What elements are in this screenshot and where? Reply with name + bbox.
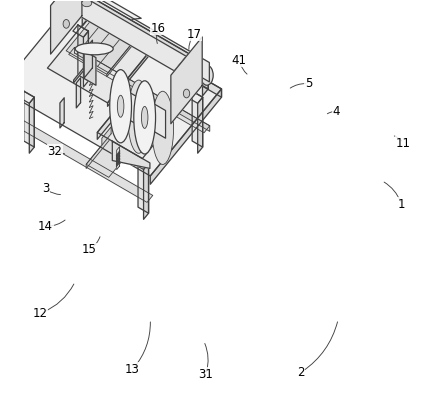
Polygon shape: [117, 146, 120, 170]
Ellipse shape: [75, 43, 113, 55]
Ellipse shape: [134, 81, 155, 154]
Ellipse shape: [117, 95, 124, 117]
Polygon shape: [83, 31, 89, 87]
Ellipse shape: [201, 65, 213, 85]
Polygon shape: [148, 100, 166, 138]
Ellipse shape: [128, 80, 150, 153]
Polygon shape: [74, 0, 210, 82]
Polygon shape: [86, 129, 115, 168]
Text: 32: 32: [47, 145, 62, 158]
Polygon shape: [19, 91, 34, 103]
Polygon shape: [82, 0, 88, 26]
Polygon shape: [12, 117, 153, 202]
Polygon shape: [73, 25, 89, 37]
Polygon shape: [60, 98, 64, 128]
Polygon shape: [47, 16, 150, 103]
Polygon shape: [108, 51, 150, 106]
Polygon shape: [107, 42, 133, 77]
Polygon shape: [93, 19, 133, 44]
Text: 12: 12: [33, 307, 48, 320]
Polygon shape: [202, 64, 208, 96]
Polygon shape: [102, 127, 111, 145]
Polygon shape: [198, 97, 202, 153]
Polygon shape: [192, 91, 202, 147]
Polygon shape: [187, 91, 202, 103]
Ellipse shape: [110, 69, 132, 143]
Polygon shape: [97, 98, 126, 139]
Text: 13: 13: [125, 363, 140, 376]
Polygon shape: [74, 48, 210, 131]
Polygon shape: [74, 63, 88, 83]
Polygon shape: [78, 25, 89, 81]
Polygon shape: [54, 0, 189, 71]
Polygon shape: [196, 57, 208, 89]
Polygon shape: [124, 89, 141, 127]
Ellipse shape: [183, 89, 190, 98]
Text: 1: 1: [398, 198, 405, 211]
Polygon shape: [84, 40, 93, 78]
Polygon shape: [86, 129, 137, 177]
Polygon shape: [113, 141, 150, 168]
Ellipse shape: [63, 19, 70, 28]
Text: 3: 3: [42, 182, 49, 195]
Text: 17: 17: [187, 28, 201, 41]
Text: 14: 14: [38, 220, 53, 233]
Text: 5: 5: [305, 77, 312, 90]
Polygon shape: [84, 51, 96, 85]
Text: 16: 16: [151, 22, 166, 35]
Polygon shape: [70, 0, 88, 2]
Polygon shape: [138, 157, 148, 213]
Polygon shape: [51, 0, 82, 54]
Polygon shape: [90, 16, 150, 54]
Text: 31: 31: [198, 368, 213, 381]
Polygon shape: [68, 0, 189, 58]
Text: 11: 11: [396, 137, 411, 150]
Ellipse shape: [82, 0, 92, 7]
Polygon shape: [171, 37, 202, 124]
Text: 41: 41: [232, 54, 247, 67]
Polygon shape: [0, 2, 222, 176]
Polygon shape: [66, 19, 133, 74]
Polygon shape: [76, 78, 81, 108]
Ellipse shape: [152, 91, 174, 164]
Polygon shape: [133, 157, 148, 170]
Ellipse shape: [65, 0, 78, 7]
Polygon shape: [71, 0, 141, 21]
Text: 2: 2: [297, 366, 304, 379]
Polygon shape: [144, 164, 148, 219]
Polygon shape: [175, 54, 189, 75]
Ellipse shape: [141, 106, 148, 128]
Text: 15: 15: [82, 243, 97, 256]
Text: 4: 4: [333, 105, 340, 118]
Polygon shape: [71, 2, 222, 97]
Polygon shape: [29, 97, 34, 153]
Polygon shape: [24, 91, 34, 147]
Polygon shape: [150, 89, 222, 184]
Polygon shape: [190, 57, 208, 71]
Polygon shape: [76, 0, 88, 19]
Polygon shape: [97, 98, 171, 158]
Polygon shape: [69, 48, 210, 133]
